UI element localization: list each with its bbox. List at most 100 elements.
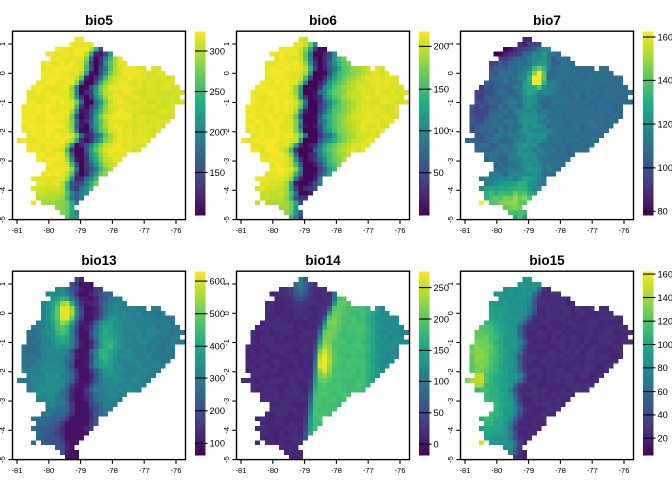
- svg-text:-3: -3: [222, 158, 231, 165]
- svg-text:120: 120: [658, 119, 672, 129]
- svg-text:-4: -4: [0, 187, 7, 194]
- svg-text:-77: -77: [587, 466, 598, 475]
- svg-text:250: 250: [434, 283, 450, 293]
- svg-text:60: 60: [658, 387, 668, 397]
- svg-text:-80: -80: [491, 466, 502, 475]
- svg-text:-76: -76: [619, 466, 630, 475]
- svg-text:-81: -81: [12, 226, 23, 235]
- svg-text:1: 1: [446, 282, 455, 286]
- svg-text:-76: -76: [171, 226, 182, 235]
- svg-text:-78: -78: [107, 466, 118, 475]
- svg-text:-76: -76: [171, 466, 182, 475]
- svg-text:-4: -4: [222, 187, 231, 194]
- svg-text:-79: -79: [523, 226, 534, 235]
- svg-text:-2: -2: [222, 128, 231, 135]
- svg-text:-1: -1: [222, 339, 231, 346]
- svg-text:1: 1: [222, 282, 231, 286]
- svg-text:-78: -78: [555, 226, 566, 235]
- svg-text:-2: -2: [446, 368, 455, 375]
- svg-text:-81: -81: [12, 466, 23, 475]
- svg-text:-76: -76: [395, 226, 406, 235]
- svg-text:bio6: bio6: [309, 13, 337, 28]
- svg-text:80: 80: [658, 207, 668, 217]
- svg-text:-2: -2: [446, 128, 455, 135]
- svg-text:200: 200: [210, 127, 226, 137]
- svg-text:-3: -3: [0, 158, 7, 165]
- svg-text:-2: -2: [0, 128, 7, 135]
- svg-text:80: 80: [658, 363, 668, 373]
- svg-text:-1: -1: [222, 99, 231, 106]
- svg-text:-77: -77: [587, 226, 598, 235]
- svg-text:-2: -2: [0, 368, 7, 375]
- svg-text:-5: -5: [0, 216, 7, 223]
- svg-text:-5: -5: [446, 456, 455, 463]
- svg-text:-3: -3: [222, 398, 231, 405]
- svg-text:-4: -4: [0, 427, 7, 434]
- svg-text:bio7: bio7: [533, 13, 561, 28]
- svg-text:120: 120: [658, 317, 672, 327]
- svg-text:-2: -2: [222, 368, 231, 375]
- svg-text:-79: -79: [75, 466, 86, 475]
- svg-text:-78: -78: [331, 466, 342, 475]
- svg-text:0: 0: [0, 311, 7, 315]
- svg-text:-1: -1: [0, 339, 7, 346]
- svg-text:-1: -1: [0, 99, 7, 106]
- svg-text:250: 250: [210, 87, 226, 97]
- svg-text:-80: -80: [43, 466, 54, 475]
- svg-text:300: 300: [210, 373, 226, 383]
- svg-text:500: 500: [210, 309, 226, 319]
- svg-text:-3: -3: [0, 398, 7, 405]
- svg-text:-78: -78: [107, 226, 118, 235]
- svg-text:-4: -4: [446, 427, 455, 434]
- svg-text:50: 50: [434, 408, 444, 418]
- svg-text:-81: -81: [236, 226, 247, 235]
- svg-text:140: 140: [658, 293, 672, 303]
- svg-text:140: 140: [658, 76, 672, 86]
- svg-text:-5: -5: [222, 216, 231, 223]
- svg-text:-81: -81: [460, 466, 471, 475]
- svg-text:-4: -4: [446, 187, 455, 194]
- svg-text:200: 200: [210, 406, 226, 416]
- svg-text:150: 150: [434, 85, 450, 95]
- svg-text:100: 100: [434, 377, 450, 387]
- svg-text:40: 40: [658, 410, 668, 420]
- svg-text:bio15: bio15: [529, 253, 565, 268]
- svg-text:bio13: bio13: [81, 253, 117, 268]
- svg-text:100: 100: [658, 163, 672, 173]
- svg-text:-3: -3: [446, 158, 455, 165]
- svg-text:-1: -1: [446, 99, 455, 106]
- svg-text:-79: -79: [299, 226, 310, 235]
- svg-text:-81: -81: [460, 226, 471, 235]
- svg-text:-4: -4: [222, 427, 231, 434]
- svg-text:-76: -76: [619, 226, 630, 235]
- svg-text:200: 200: [434, 42, 450, 52]
- svg-text:-79: -79: [523, 466, 534, 475]
- svg-text:100: 100: [658, 340, 672, 350]
- svg-text:100: 100: [210, 439, 226, 449]
- svg-text:-80: -80: [267, 466, 278, 475]
- svg-text:-77: -77: [139, 466, 150, 475]
- svg-text:0: 0: [446, 71, 455, 75]
- svg-text:-3: -3: [446, 398, 455, 405]
- svg-text:-77: -77: [363, 226, 374, 235]
- svg-text:-76: -76: [395, 466, 406, 475]
- svg-text:160: 160: [658, 269, 672, 279]
- svg-text:1: 1: [0, 282, 7, 286]
- svg-text:1: 1: [222, 42, 231, 46]
- svg-text:0: 0: [446, 311, 455, 315]
- svg-text:150: 150: [434, 346, 450, 356]
- svg-text:-5: -5: [446, 216, 455, 223]
- svg-text:-5: -5: [0, 456, 7, 463]
- svg-text:-77: -77: [363, 466, 374, 475]
- svg-text:-1: -1: [446, 339, 455, 346]
- svg-text:160: 160: [658, 32, 672, 42]
- svg-text:50: 50: [434, 168, 444, 178]
- svg-text:1: 1: [446, 42, 455, 46]
- svg-text:-77: -77: [139, 226, 150, 235]
- svg-text:0: 0: [434, 440, 439, 450]
- svg-text:200: 200: [434, 314, 450, 324]
- svg-text:-81: -81: [236, 466, 247, 475]
- svg-text:300: 300: [210, 46, 226, 56]
- svg-text:0: 0: [0, 71, 7, 75]
- svg-text:bio5: bio5: [85, 13, 113, 28]
